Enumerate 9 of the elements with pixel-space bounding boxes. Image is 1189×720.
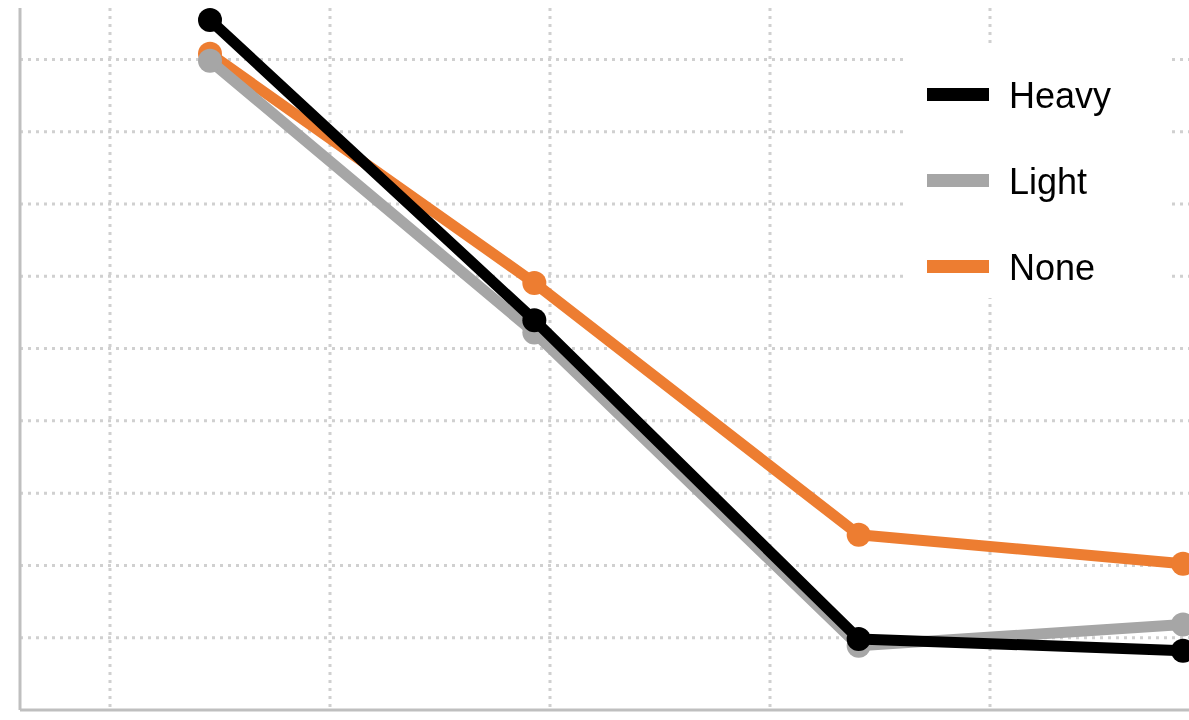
point [198, 8, 222, 32]
point [846, 626, 871, 651]
point [522, 270, 547, 295]
point [522, 308, 547, 333]
legend-label: Light [1009, 160, 1088, 202]
legend-label: None [1009, 246, 1096, 288]
legend-label: Heavy [1009, 74, 1112, 116]
point [198, 48, 222, 73]
point [846, 522, 871, 547]
